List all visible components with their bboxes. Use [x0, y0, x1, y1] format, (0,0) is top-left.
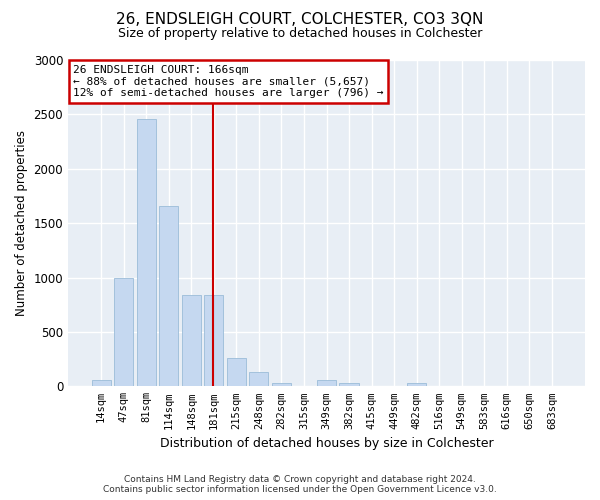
- Bar: [137, 118, 156, 386]
- Bar: [114, 278, 133, 386]
- Text: Size of property relative to detached houses in Colchester: Size of property relative to detached ho…: [118, 28, 482, 40]
- X-axis label: Distribution of detached houses by size in Colchester: Distribution of detached houses by size …: [160, 437, 493, 450]
- Bar: [182, 295, 201, 386]
- Text: 26, ENDSLEIGH COURT, COLCHESTER, CO3 3QN: 26, ENDSLEIGH COURT, COLCHESTER, CO3 3QN: [116, 12, 484, 28]
- Bar: [227, 358, 246, 386]
- Bar: [317, 380, 336, 386]
- Bar: [272, 383, 291, 386]
- Y-axis label: Number of detached properties: Number of detached properties: [15, 130, 28, 316]
- Bar: [204, 295, 223, 386]
- Bar: [250, 372, 268, 386]
- Bar: [407, 383, 426, 386]
- Bar: [340, 383, 359, 386]
- Text: Contains HM Land Registry data © Crown copyright and database right 2024.
Contai: Contains HM Land Registry data © Crown c…: [103, 474, 497, 494]
- Text: 26 ENDSLEIGH COURT: 166sqm
← 88% of detached houses are smaller (5,657)
12% of s: 26 ENDSLEIGH COURT: 166sqm ← 88% of deta…: [73, 65, 384, 98]
- Bar: [159, 206, 178, 386]
- Bar: [92, 380, 110, 386]
